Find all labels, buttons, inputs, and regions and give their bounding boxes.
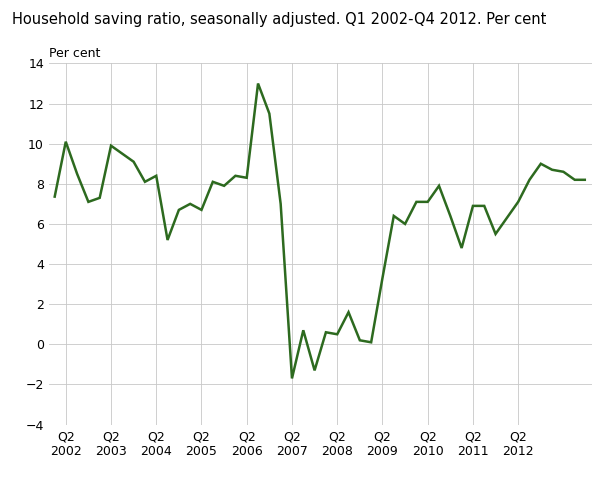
Text: Per cent: Per cent — [49, 47, 100, 60]
Text: Household saving ratio, seasonally adjusted. Q1 2002-Q4 2012. Per cent: Household saving ratio, seasonally adjus… — [12, 12, 547, 27]
